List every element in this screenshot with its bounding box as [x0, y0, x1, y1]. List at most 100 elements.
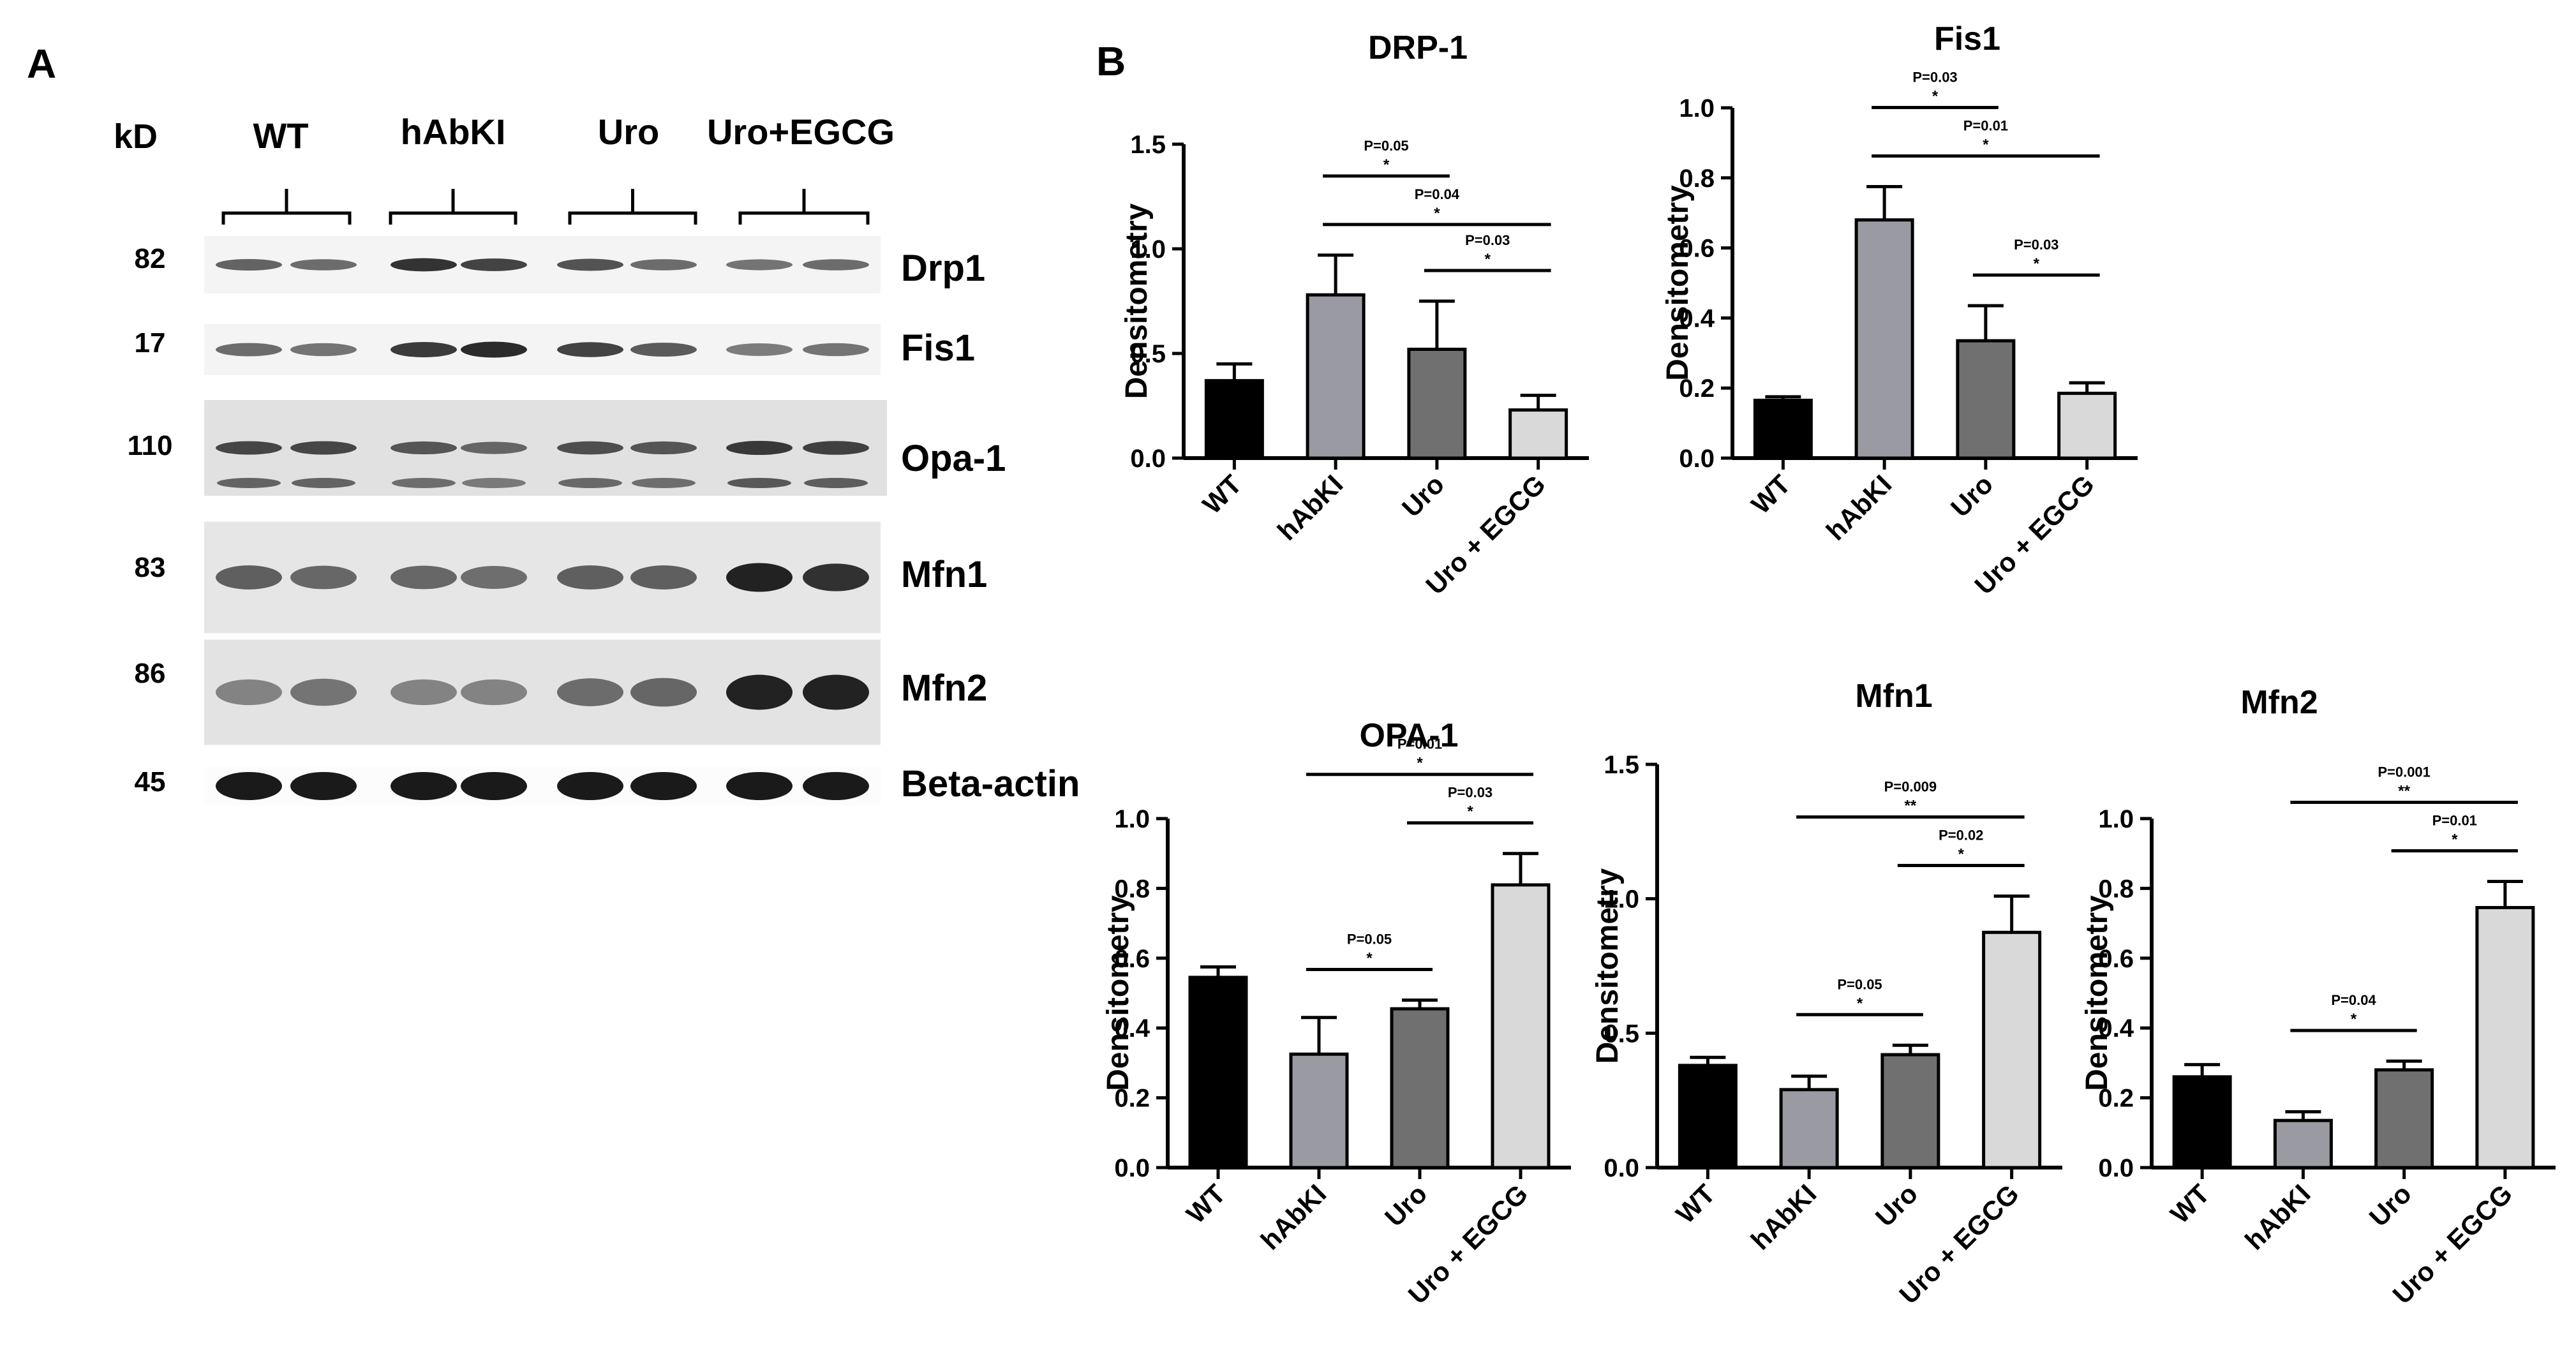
- blot-band: [630, 772, 697, 800]
- blot-band: [461, 341, 527, 358]
- bar-chart: Fis1 Densitometry 0.0 0.2 0.4 0.6 0.8 1.0 WT hAbK…: [1661, 20, 2138, 600]
- significance-stars: *: [1417, 755, 1423, 772]
- significance-stars: *: [1366, 949, 1373, 967]
- bar: [1306, 293, 1366, 460]
- blot-band: [803, 259, 869, 271]
- bar: [2475, 905, 2535, 1170]
- significance-comparison: P=0.05 *: [1323, 138, 1450, 178]
- y-tick-label: 0.5: [1130, 340, 1166, 368]
- p-value-label: P=0.05: [1364, 138, 1408, 154]
- significance-comparison: P=0.05 *: [1306, 931, 1433, 971]
- y-tick-label: 1.0: [1130, 235, 1166, 264]
- blot-band: [726, 440, 793, 456]
- bar: [2273, 1118, 2333, 1170]
- y-tick-label: 0.0: [1130, 445, 1166, 473]
- blot-band: [726, 563, 793, 592]
- bar-chart: OPA-1 Densitometry 0.0 0.2 0.4 0.6 0.8 1.0 WT hAb…: [1101, 717, 1571, 1310]
- kd-value: 110: [128, 430, 173, 461]
- group-bracket: [568, 189, 697, 225]
- blot-band: [290, 343, 357, 357]
- blot-band: [558, 478, 622, 488]
- blot-band: [726, 674, 793, 710]
- blot-band: [630, 678, 697, 707]
- y-tick-label: 0.0: [2098, 1154, 2134, 1182]
- blot-band: [216, 565, 282, 590]
- x-tick-label: Uro: [1870, 1178, 1923, 1232]
- blot-band: [461, 566, 527, 589]
- bar: [1753, 398, 1813, 460]
- y-tick-label: 0.5: [1604, 1020, 1639, 1048]
- panel-a-letter: A: [27, 41, 56, 87]
- blot-band: [803, 343, 869, 357]
- kd-value: 86: [135, 658, 166, 689]
- blot-band: [462, 478, 526, 488]
- y-axis-label: Densitometry: [2080, 895, 2114, 1091]
- blot-band: [557, 342, 623, 357]
- blot-band: [803, 772, 869, 800]
- blot-band: [557, 678, 623, 706]
- kd-value: 82: [135, 243, 166, 274]
- band-label: Opa-1: [901, 438, 1006, 479]
- blot-band: [290, 441, 357, 455]
- blot-band: [726, 343, 793, 356]
- significance-comparison: P=0.001 **: [2290, 764, 2518, 804]
- y-tick-label: 0.2: [1679, 375, 1715, 403]
- blot-row: 82 Drp1: [135, 236, 985, 293]
- y-tick-label: 0.4: [1114, 1014, 1150, 1043]
- blot-band: [216, 772, 282, 800]
- band-label: Fis1: [901, 327, 975, 369]
- y-tick-label: 0.0: [1679, 445, 1715, 473]
- significance-comparison: P=0.01 *: [2391, 812, 2518, 852]
- chart-title: Mfn1: [1855, 678, 1932, 715]
- blot-band: [292, 478, 355, 488]
- blot-band: [392, 478, 456, 488]
- significance-stars: *: [2452, 831, 2458, 848]
- blot-band: [630, 259, 697, 271]
- significance-comparison: P=0.03 *: [1424, 232, 1551, 272]
- bar: [1390, 1007, 1450, 1170]
- y-tick-label: 0.4: [2098, 1014, 2134, 1043]
- bar-chart: Mfn2 Densitometry 0.0 0.2 0.4 0.6 0.8 1.0 WT hAbK…: [2080, 684, 2556, 1310]
- blot-band: [630, 565, 697, 590]
- blot-rows: 82 Drp1 17 Fis1 110 Opa-1 83 Mfn1 86 Mfn2 45 Beta-a…: [128, 236, 1080, 805]
- p-value-label: P=0.05: [1837, 976, 1882, 992]
- band-label: Beta-actin: [901, 763, 1080, 805]
- p-value-label: P=0.01: [1963, 118, 2008, 134]
- y-tick-label: 0.6: [1114, 945, 1150, 973]
- x-tick-label: hAbKI: [1820, 469, 1898, 546]
- blot-row: 45 Beta-actin: [135, 763, 1080, 805]
- significance-stars: **: [2398, 782, 2410, 799]
- y-tick-label: 0.2: [1114, 1085, 1150, 1113]
- y-tick-label: 0.0: [1604, 1154, 1639, 1182]
- x-tick-label: Uro: [1945, 469, 1999, 523]
- charts: DRP-1 Densitometry 0.0 0.5 1.0 1.5 WT hAbKI Uro U…: [1101, 20, 2556, 1310]
- blot-band: [461, 679, 527, 706]
- x-tick-label: WT: [1670, 1178, 1721, 1229]
- x-tick-label: hAbKI: [1272, 469, 1349, 546]
- blot-band: [391, 258, 457, 272]
- bar: [1678, 1064, 1738, 1170]
- blot-band: [803, 441, 869, 455]
- blot-band: [803, 563, 869, 591]
- y-tick-label: 0.6: [1679, 235, 1715, 263]
- blot-band: [803, 674, 869, 710]
- p-value-label: P=0.009: [1884, 778, 1937, 794]
- x-tick-label: WT: [1745, 469, 1796, 520]
- bar: [1854, 218, 1914, 460]
- blot-row: 83 Mfn1: [135, 521, 987, 634]
- group-label-uro: Uro: [598, 112, 659, 152]
- bar: [1188, 976, 1248, 1170]
- significance-comparison: P=0.03 *: [1972, 237, 2100, 277]
- chart-title: OPA-1: [1359, 717, 1458, 754]
- kd-value: 45: [135, 766, 166, 798]
- blot-band: [632, 478, 696, 488]
- significance-comparison: P=0.03 *: [1872, 70, 1999, 110]
- bar: [1508, 408, 1568, 460]
- y-tick-label: 1.0: [1114, 805, 1150, 833]
- blot-band: [216, 258, 282, 271]
- band-label: Mfn2: [901, 667, 987, 709]
- x-tick-label: WT: [2164, 1178, 2215, 1229]
- y-tick-label: 0.8: [1114, 875, 1150, 903]
